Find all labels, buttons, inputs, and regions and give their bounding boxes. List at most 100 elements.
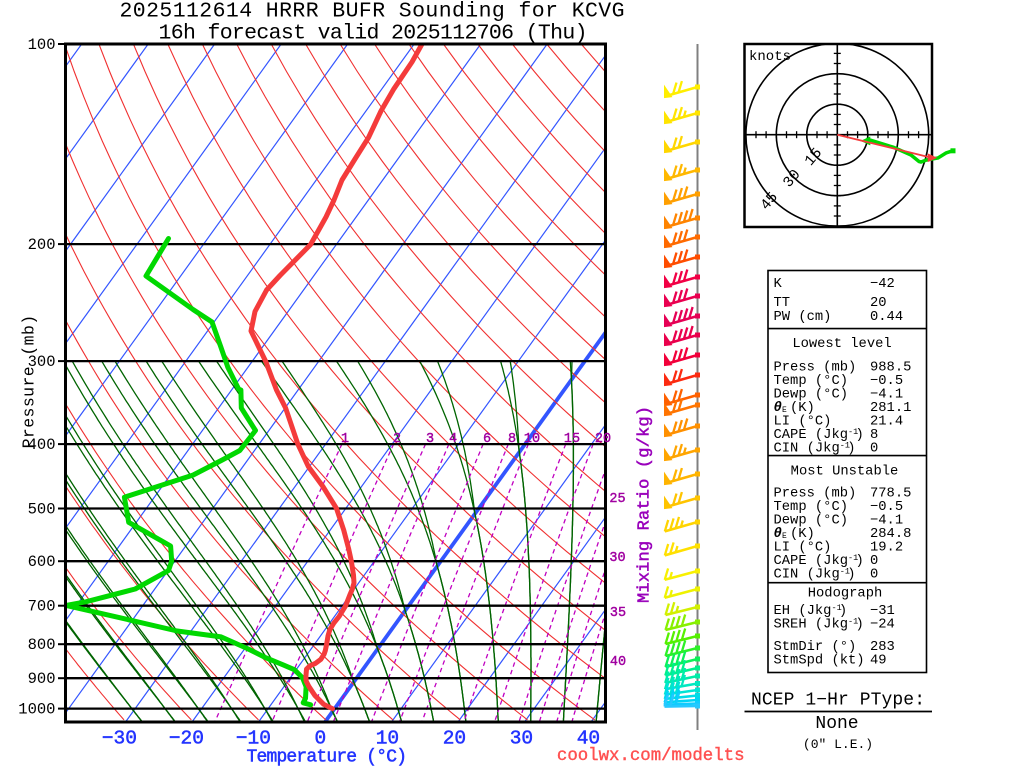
svg-text:Temperature (°C): Temperature (°C) xyxy=(247,748,408,768)
svg-text:284.8: 284.8 xyxy=(870,527,911,542)
svg-text:-1: -1 xyxy=(848,553,858,563)
svg-text:Hodograph: Hodograph xyxy=(808,586,883,602)
svg-text:4: 4 xyxy=(449,432,457,447)
svg-text:K: K xyxy=(774,277,783,292)
svg-text:(K): (K) xyxy=(790,400,815,416)
svg-text:600: 600 xyxy=(28,553,56,571)
svg-text:400: 400 xyxy=(28,436,56,454)
svg-text:8: 8 xyxy=(870,428,878,443)
svg-text:): ) xyxy=(855,553,863,569)
svg-text:): ) xyxy=(855,617,863,633)
svg-text:Dewp (°C): Dewp (°C) xyxy=(774,387,849,403)
svg-text:20: 20 xyxy=(595,432,611,447)
svg-text:coolwx.com/modelts: coolwx.com/modelts xyxy=(557,747,745,766)
svg-text:): ) xyxy=(839,603,847,619)
svg-text:E: E xyxy=(782,532,787,541)
svg-text:Most Unstable: Most Unstable xyxy=(791,464,899,480)
svg-text:): ) xyxy=(847,567,855,583)
svg-text:−24: −24 xyxy=(870,618,895,633)
svg-text:1: 1 xyxy=(341,432,349,447)
svg-text:900: 900 xyxy=(28,670,56,688)
svg-text:-1: -1 xyxy=(848,617,858,627)
svg-text:−10: −10 xyxy=(236,728,271,750)
svg-text:200: 200 xyxy=(28,236,56,254)
svg-text:2: 2 xyxy=(393,432,401,447)
svg-text:-1: -1 xyxy=(848,427,858,437)
svg-text:6: 6 xyxy=(483,432,491,447)
svg-text:LI (°C): LI (°C) xyxy=(774,540,832,556)
svg-text:Pressure (mb): Pressure (mb) xyxy=(20,315,39,449)
svg-text:10: 10 xyxy=(524,432,540,447)
svg-text:281.1: 281.1 xyxy=(870,401,911,416)
svg-text:-1: -1 xyxy=(840,441,850,451)
svg-text:CAPE (Jkg: CAPE (Jkg xyxy=(774,553,849,569)
svg-text:49: 49 xyxy=(870,654,887,669)
svg-text:0: 0 xyxy=(870,442,878,457)
svg-text:θ: θ xyxy=(774,526,782,542)
svg-text:-1: -1 xyxy=(840,567,850,577)
svg-text:1000: 1000 xyxy=(18,701,55,719)
svg-text:−4.1: −4.1 xyxy=(870,388,903,403)
svg-text:778.5: 778.5 xyxy=(870,487,911,502)
svg-text:8: 8 xyxy=(508,432,516,447)
svg-text:(0" L.E.): (0" L.E.) xyxy=(803,737,873,752)
svg-text:10: 10 xyxy=(376,728,399,750)
svg-text:15: 15 xyxy=(564,432,580,447)
svg-text:NCEP 1−Hr PType:: NCEP 1−Hr PType: xyxy=(751,691,925,711)
svg-text:40: 40 xyxy=(610,655,626,670)
svg-text:100: 100 xyxy=(28,36,56,54)
svg-text:0: 0 xyxy=(870,568,878,583)
svg-text:E: E xyxy=(782,406,787,415)
svg-text:Dewp (°C): Dewp (°C) xyxy=(774,513,849,529)
svg-text:Temp (°C): Temp (°C) xyxy=(774,373,849,389)
svg-text:2025112614 HRRR BUFR Sounding: 2025112614 HRRR BUFR Sounding for KCVG xyxy=(120,0,625,23)
svg-text:None: None xyxy=(815,714,858,734)
svg-text:Lowest level: Lowest level xyxy=(792,336,891,352)
svg-text:300: 300 xyxy=(28,353,56,371)
svg-text:−4.1: −4.1 xyxy=(870,514,903,529)
svg-text:Press (mb): Press (mb) xyxy=(774,360,857,376)
svg-text:−31: −31 xyxy=(870,604,895,619)
svg-text:−42: −42 xyxy=(870,277,895,292)
svg-text:25: 25 xyxy=(609,492,625,507)
svg-text:30: 30 xyxy=(609,551,625,566)
svg-text:): ) xyxy=(855,427,863,443)
svg-text:35: 35 xyxy=(610,606,626,621)
svg-text:Press (mb): Press (mb) xyxy=(774,486,857,502)
svg-text:500: 500 xyxy=(28,501,56,519)
svg-text:3: 3 xyxy=(426,432,434,447)
svg-text:40: 40 xyxy=(577,728,600,750)
svg-text:0: 0 xyxy=(315,728,327,750)
svg-text:0: 0 xyxy=(870,554,878,569)
svg-text:-1: -1 xyxy=(831,603,841,613)
svg-text:Mixing Ratio (g/kg): Mixing Ratio (g/kg) xyxy=(636,406,655,603)
svg-text:800: 800 xyxy=(28,636,56,654)
svg-text:283: 283 xyxy=(870,640,895,655)
svg-text:21.4: 21.4 xyxy=(870,415,903,430)
svg-text:CIN (Jkg: CIN (Jkg xyxy=(774,567,840,583)
svg-text:−30: −30 xyxy=(102,728,137,750)
svg-text:20: 20 xyxy=(443,728,466,750)
svg-text:−0.5: −0.5 xyxy=(870,374,903,389)
svg-text:30: 30 xyxy=(510,728,533,750)
svg-text:CIN (Jkg: CIN (Jkg xyxy=(774,441,840,457)
svg-text:LI (°C): LI (°C) xyxy=(774,414,832,430)
svg-text:θ: θ xyxy=(774,400,782,416)
svg-text:StmDir (°): StmDir (°) xyxy=(774,639,857,655)
svg-text:700: 700 xyxy=(28,598,56,616)
svg-text:SREH (Jkg: SREH (Jkg xyxy=(774,617,849,633)
svg-text:988.5: 988.5 xyxy=(870,361,911,376)
svg-text:16h forecast valid 2025112706: 16h forecast valid 2025112706 (Thu) xyxy=(159,21,588,45)
svg-text:CAPE (Jkg: CAPE (Jkg xyxy=(774,427,849,443)
svg-text:19.2: 19.2 xyxy=(870,541,903,556)
svg-text:Temp (°C): Temp (°C) xyxy=(774,499,849,515)
svg-text:−0.5: −0.5 xyxy=(870,500,903,515)
svg-text:(K): (K) xyxy=(790,526,815,542)
svg-text:): ) xyxy=(847,441,855,457)
svg-text:StmSpd (kt): StmSpd (kt) xyxy=(774,653,865,669)
svg-text:TT: TT xyxy=(774,296,791,311)
svg-text:0.44: 0.44 xyxy=(870,310,903,325)
svg-text:knots: knots xyxy=(749,49,791,65)
svg-text:EH (Jkg: EH (Jkg xyxy=(774,603,832,619)
svg-text:20: 20 xyxy=(870,296,887,311)
